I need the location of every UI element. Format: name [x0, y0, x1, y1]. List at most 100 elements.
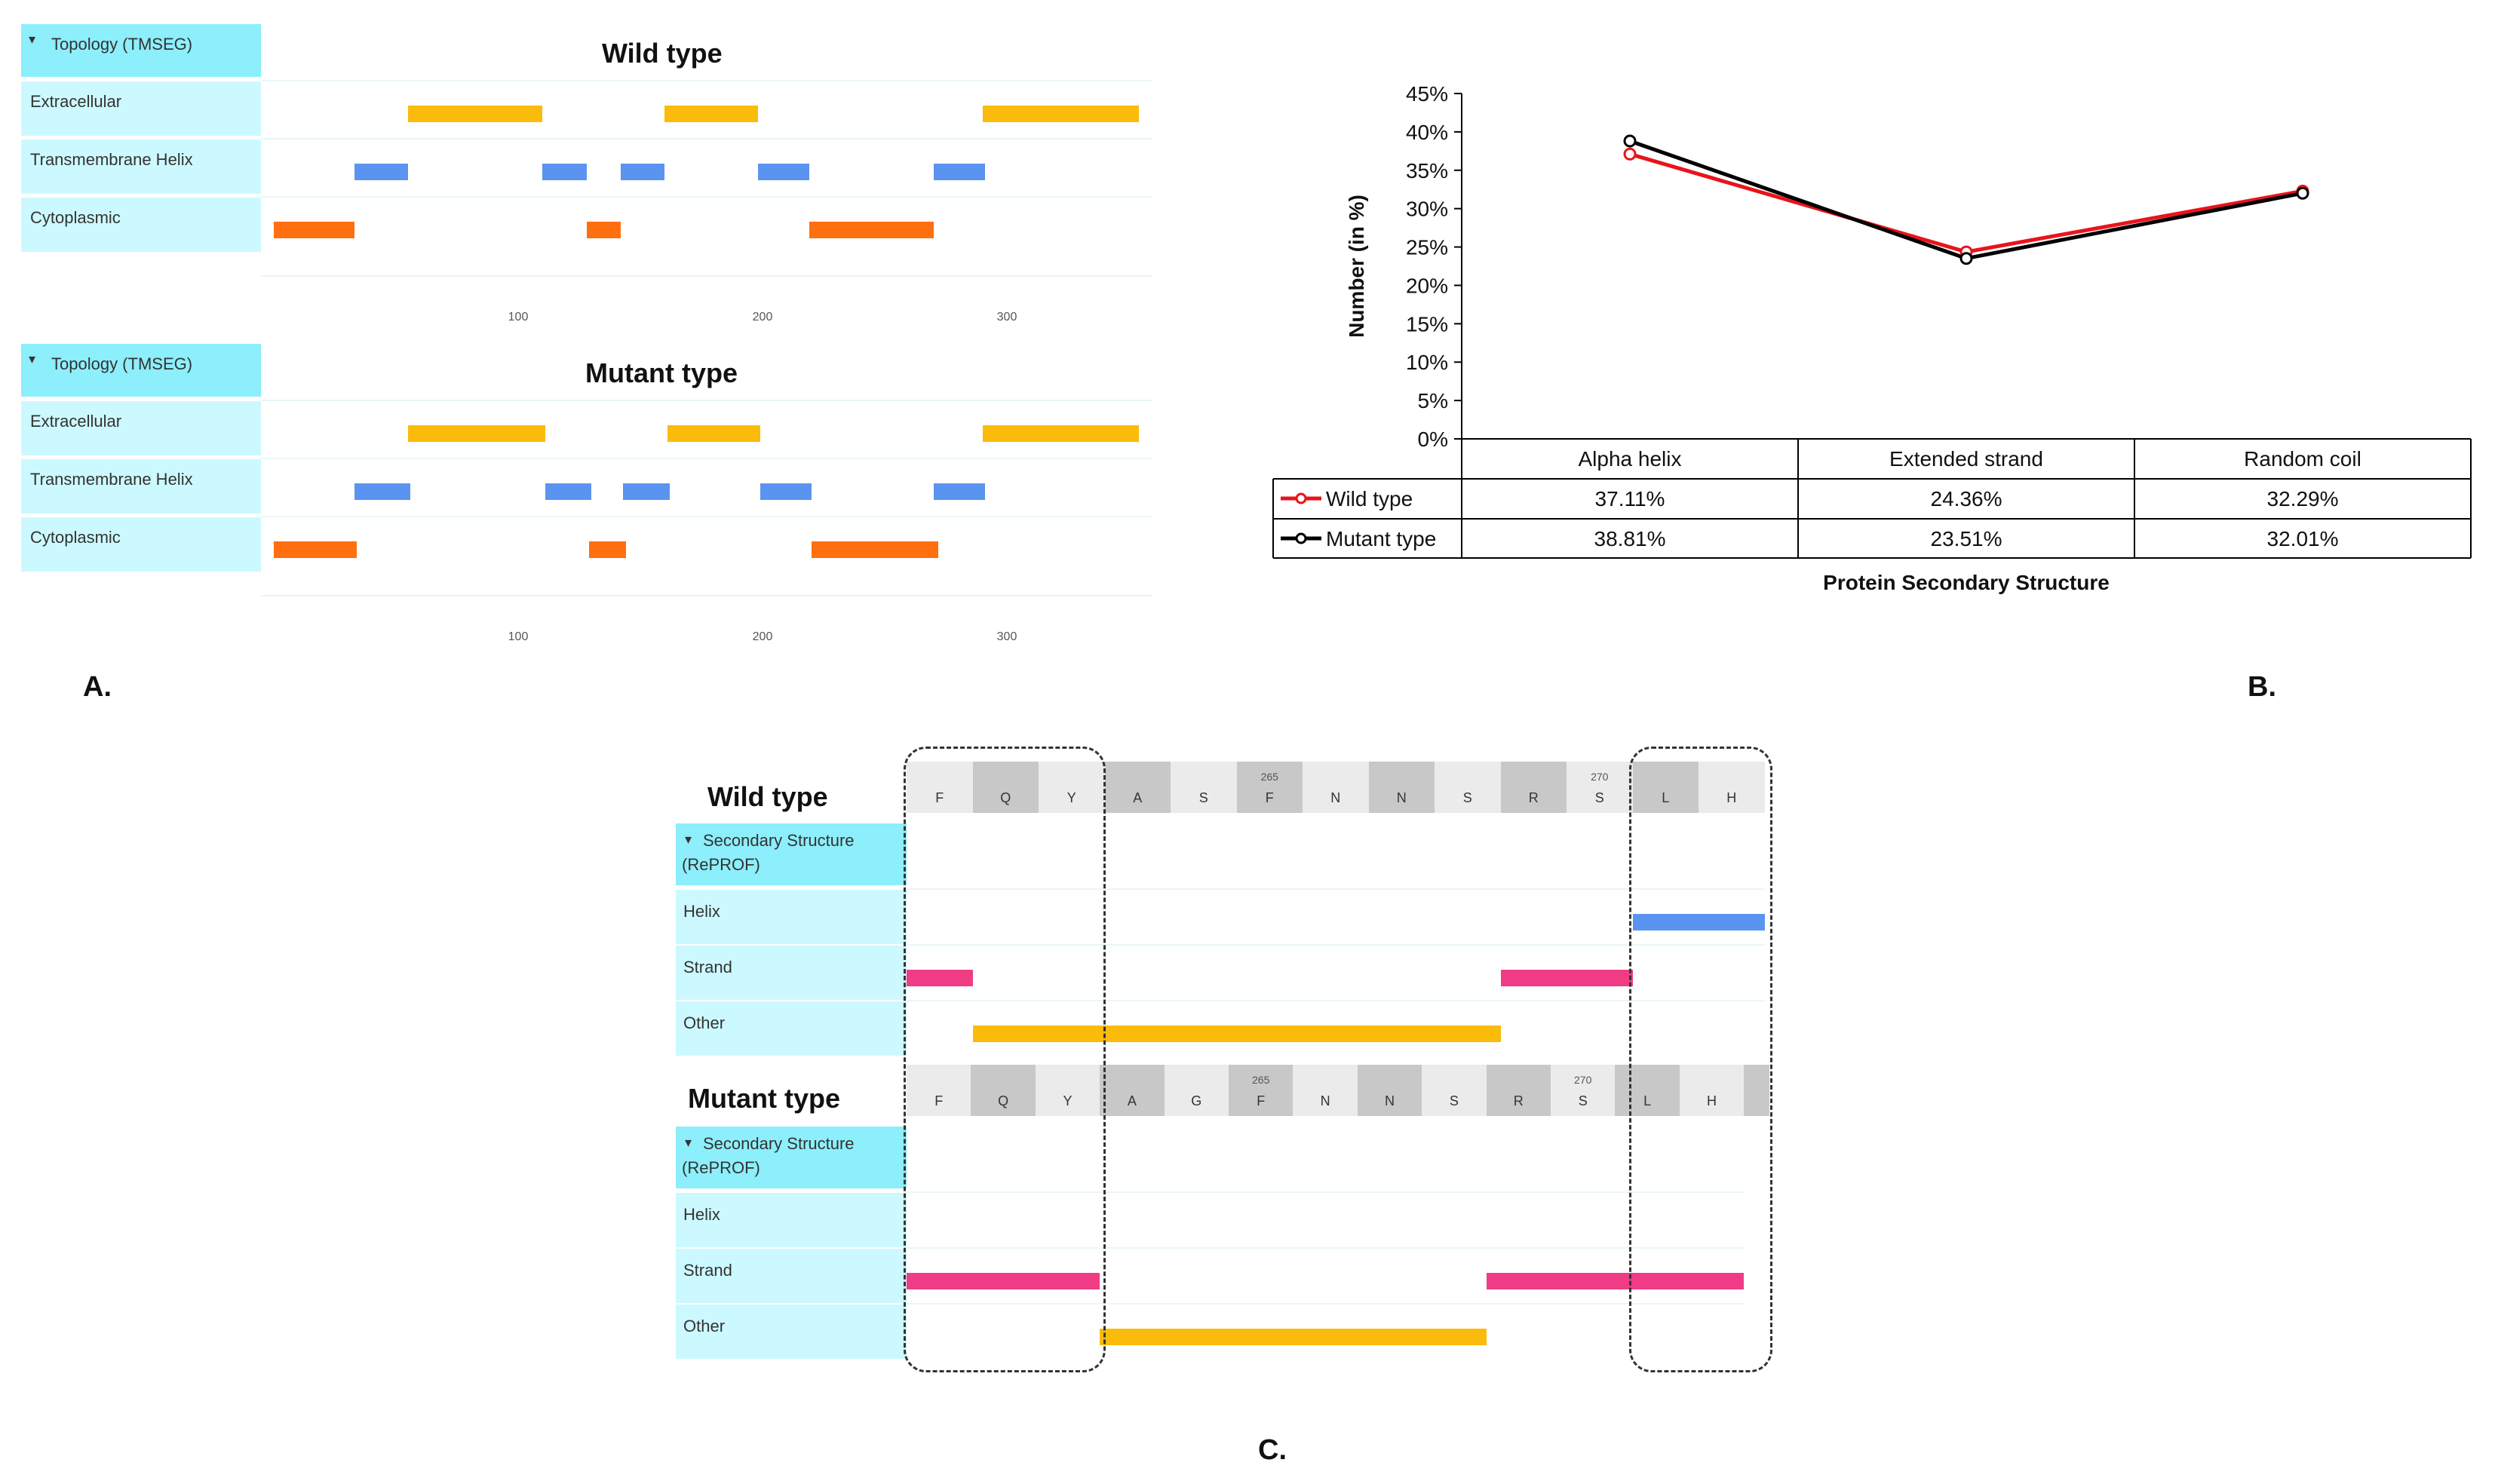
sequence-residue: N: [1357, 1065, 1422, 1116]
segment-bar: [354, 483, 411, 500]
track-title: Mutant type: [585, 357, 738, 388]
legend-marker: [1295, 492, 1307, 504]
data-value-label: 32.29%: [2267, 487, 2339, 511]
topology-header-text: Topology (TMSEG): [51, 35, 193, 54]
block-title: Wild type: [707, 781, 828, 812]
residue-letter: Q: [1000, 790, 1011, 805]
residue-letter: A: [1133, 790, 1143, 805]
residue-number: 270: [1591, 771, 1609, 783]
row-divider: [261, 516, 1152, 517]
segment-bar: [933, 164, 985, 180]
category-label: Extended strand: [1889, 447, 2043, 471]
row-label-text: Strand: [683, 958, 732, 977]
row-divider: [261, 80, 1152, 81]
segment-bar: [408, 106, 543, 122]
legend-label: Mutant type: [1326, 527, 1436, 550]
sequence-residue: L: [1615, 1065, 1680, 1116]
secondary-structure-header: ▾ Secondary Structure (RePROF): [676, 823, 907, 885]
data-value-label: 32.01%: [2267, 527, 2339, 550]
residue-letter: Q: [998, 1093, 1009, 1108]
header-line-2: (RePROF): [682, 855, 760, 874]
segment-bar: [982, 106, 1139, 122]
residue-letter: A: [1127, 1093, 1137, 1108]
segment-bar: [621, 164, 665, 180]
axis-tick-label: 300: [996, 311, 1017, 323]
row-label-text: Transmembrane Helix: [30, 150, 193, 169]
row-label-other: Other: [676, 1001, 907, 1056]
legend-label: Wild type: [1326, 487, 1413, 511]
sequence-residue: F: [1229, 1065, 1293, 1116]
row-divider: [907, 888, 1765, 890]
sequence-residue: S: [1435, 762, 1501, 813]
sequence-residue: H: [1679, 1065, 1745, 1116]
data-value-label: 24.36%: [1931, 487, 2002, 511]
header-line-2: (RePROF): [682, 1158, 760, 1177]
residue-letter: Y: [1066, 790, 1076, 805]
residue-letter: R: [1513, 1093, 1524, 1108]
data-point: [1623, 134, 1637, 148]
row-label-text: Strand: [683, 1261, 732, 1280]
row-label-text: Transmembrane Helix: [30, 470, 193, 489]
residue-letter: N: [1330, 790, 1341, 805]
residue-letter: L: [1643, 1093, 1652, 1108]
y-tick-label: 0%: [1418, 428, 1448, 451]
collapse-triangle-icon: ▾: [29, 32, 36, 47]
sequence-residue: G: [1164, 1065, 1229, 1116]
y-tick-label: 30%: [1406, 198, 1448, 221]
sequence-residue: H: [1699, 762, 1765, 813]
sequence-residue: S: [1567, 762, 1633, 813]
row-label-text: Extracellular: [30, 412, 122, 431]
axis-tick-label: 200: [752, 630, 773, 643]
residue-letter: F: [1257, 1093, 1266, 1108]
collapse-triangle-icon: ▾: [685, 832, 692, 847]
residue-number: 270: [1574, 1074, 1592, 1086]
row-label-text: Other: [683, 1013, 726, 1032]
y-axis-title: Number (in %): [1345, 195, 1368, 338]
segment-bar: [757, 164, 809, 180]
category-label: Random coil: [2244, 447, 2361, 471]
segment-bar: [542, 164, 587, 180]
segment-bar: [545, 483, 592, 500]
axis-line: [261, 595, 1152, 596]
row-label-transmembrane-helix: Transmembrane Helix: [21, 140, 261, 194]
row-label-text: Helix: [683, 1205, 720, 1224]
residue-letter: N: [1396, 790, 1407, 805]
sequence-residue: Y: [1039, 762, 1105, 813]
structure-bar: [1100, 1329, 1487, 1345]
x-axis-title: Protein Secondary Structure: [1823, 571, 2110, 594]
highlight-box-right: [1629, 747, 1772, 1372]
residue-letter: H: [1726, 790, 1737, 805]
residue-letter: Y: [1063, 1093, 1073, 1108]
data-value-label: 38.81%: [1594, 527, 1666, 550]
row-divider: [907, 1000, 1765, 1001]
row-label-cytoplasmic: Cytoplasmic: [21, 517, 261, 572]
sequence-residue-partial: [1744, 1065, 1770, 1116]
sequence-residue: Q: [971, 1065, 1036, 1116]
segment-bar: [809, 222, 934, 238]
sequence-residue: R: [1486, 1065, 1551, 1116]
row-label-text: Other: [683, 1317, 726, 1335]
data-point: [1959, 252, 1973, 265]
y-tick-label: 45%: [1406, 82, 1448, 106]
segment-bar: [667, 425, 760, 442]
legend-marker: [1295, 532, 1307, 544]
residue-number: 265: [1252, 1074, 1270, 1086]
y-tick-label: 15%: [1406, 312, 1448, 336]
residue-letter: L: [1662, 790, 1670, 805]
sequence-residue: A: [1104, 762, 1171, 813]
row-label-transmembrane-helix: Transmembrane Helix: [21, 459, 261, 514]
sequence-residue: R: [1500, 762, 1567, 813]
residue-letter: N: [1320, 1093, 1330, 1108]
structure-bar: [1486, 1273, 1745, 1289]
sequence-residue: A: [1100, 1065, 1165, 1116]
header-line-1: Secondary Structure: [703, 831, 855, 850]
sequence-residue: N: [1368, 762, 1435, 813]
residue-letter: G: [1191, 1093, 1202, 1108]
data-point: [2296, 186, 2309, 200]
collapse-triangle-icon: ▾: [685, 1135, 692, 1150]
row-divider: [261, 458, 1152, 459]
segment-bar: [408, 425, 545, 442]
row-label-text: Extracellular: [30, 92, 122, 111]
row-divider: [907, 1247, 1745, 1249]
axis-tick-label: 200: [752, 311, 773, 323]
